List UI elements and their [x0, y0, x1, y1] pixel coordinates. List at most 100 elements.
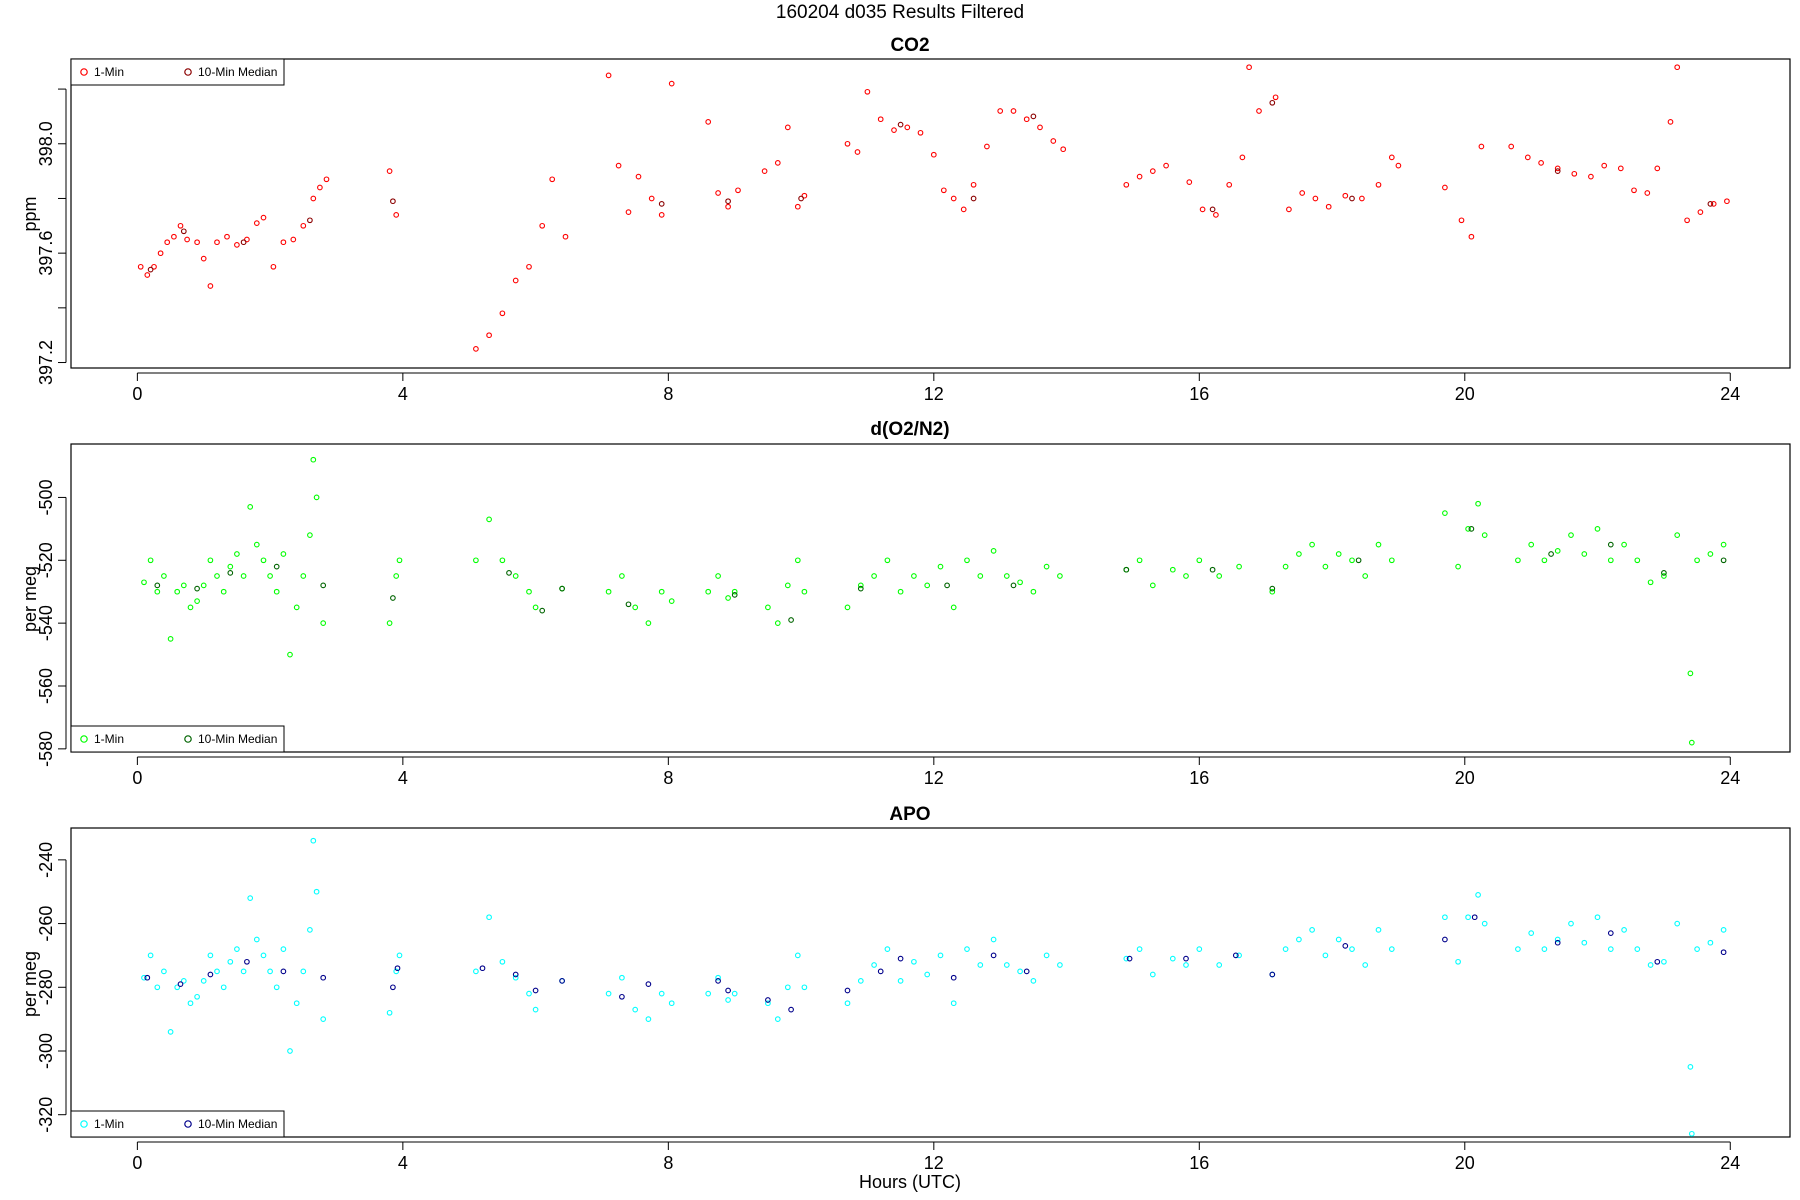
- o2n2-median-point: [1269, 585, 1276, 592]
- apo-median-point: [788, 1006, 794, 1013]
- apo-one-min-point: [1183, 962, 1189, 968]
- co2-one-min-point: [393, 212, 400, 218]
- co2-one-min-point: [864, 88, 871, 95]
- co2-one-min-point: [499, 310, 506, 317]
- apo-one-min-point: [207, 952, 214, 959]
- o2n2-one-min-point: [897, 588, 904, 595]
- o2n2-one-min-point: [937, 563, 944, 570]
- o2n2-median-point: [857, 585, 864, 592]
- co2-one-min-point: [473, 346, 479, 352]
- o2n2-one-min-point: [526, 588, 532, 595]
- apo-one-min-point: [1581, 939, 1588, 946]
- co2-one-min-point: [1010, 108, 1017, 114]
- apo-one-min-point: [287, 1048, 293, 1054]
- o2n2-median-point: [788, 617, 794, 623]
- o2n2-one-min-point: [658, 588, 665, 595]
- co2-one-min-point: [970, 181, 977, 188]
- apo-one-min-point: [1282, 946, 1289, 952]
- apo-one-min-point: [499, 958, 506, 965]
- co2-one-min-point: [300, 222, 307, 229]
- o2n2-one-min-point: [293, 604, 300, 611]
- co2-one-min-point: [1442, 184, 1448, 191]
- apo-y-tick-label: -260: [36, 906, 56, 942]
- o2n2-one-min-point: [884, 557, 891, 564]
- o2n2-one-min-point: [1554, 548, 1561, 554]
- co2-one-min-point: [1458, 217, 1465, 224]
- o2n2-median-point: [625, 601, 632, 608]
- apo-one-min-point: [884, 946, 891, 952]
- apo-one-min-point: [784, 984, 791, 991]
- apo-one-min-point: [977, 962, 984, 968]
- o2n2-one-min-point: [1481, 532, 1488, 538]
- apo-one-min-point: [1475, 892, 1481, 898]
- apo-legend-1min-marker: [80, 1120, 88, 1128]
- o2n2-y-tick-label: -580: [36, 731, 56, 767]
- co2-one-min-point: [1654, 165, 1661, 172]
- co2-one-min-point: [1272, 94, 1279, 101]
- apo-one-min-point: [1607, 946, 1614, 952]
- co2-one-min-point: [171, 233, 177, 240]
- o2n2-one-min-point: [1720, 541, 1727, 548]
- co2-one-min-point: [950, 195, 957, 202]
- co2-one-min-point: [1136, 173, 1143, 180]
- apo-one-min-point: [1634, 946, 1641, 952]
- co2-median-point: [147, 266, 154, 273]
- co2-one-min-point: [137, 263, 144, 270]
- apo-one-min-point: [234, 946, 240, 952]
- o2n2-one-min-point: [532, 604, 539, 611]
- co2-one-min-point: [317, 184, 323, 191]
- o2n2-one-min-point: [1594, 526, 1601, 532]
- apo-one-min-point: [320, 1016, 327, 1022]
- co2-one-min-point: [774, 160, 781, 166]
- o2n2-one-min-point: [247, 504, 254, 510]
- apo-one-min-point: [1123, 955, 1130, 962]
- o2n2-median-point: [731, 592, 738, 598]
- co2-median-point: [180, 228, 187, 235]
- apo-one-min-point: [174, 984, 181, 991]
- o2n2-one-min-point: [386, 620, 393, 626]
- o2n2-one-min-point: [1296, 551, 1302, 557]
- co2-one-min-point: [784, 124, 791, 131]
- co2-median-point: [970, 195, 977, 202]
- o2n2-one-min-point: [273, 588, 280, 595]
- apo-one-min-point: [765, 1000, 771, 1007]
- apo-one-min-point: [1720, 927, 1727, 933]
- o2n2-y-tick-label: -540: [36, 605, 56, 641]
- apo-median-point: [479, 965, 486, 972]
- o2n2-one-min-point: [1375, 541, 1382, 548]
- apo-one-min-point: [705, 990, 712, 997]
- apo-one-min-point: [1296, 936, 1302, 943]
- co2-one-min-point: [930, 151, 937, 158]
- co2-one-min-point: [562, 233, 569, 240]
- o2n2-one-min-point: [1674, 532, 1681, 538]
- co2-one-min-point: [1395, 162, 1402, 169]
- apo-one-min-point: [187, 1000, 194, 1007]
- o2n2-one-min-point: [990, 548, 997, 554]
- co2-one-min-point: [1050, 138, 1057, 144]
- apo-one-min-point: [1694, 946, 1700, 952]
- apo-one-min-point: [1136, 946, 1143, 952]
- apo-one-min-point: [1388, 946, 1395, 952]
- co2-one-min-point: [1644, 190, 1651, 196]
- o2n2-one-min-point: [512, 573, 519, 579]
- o2n2-one-min-point: [715, 573, 721, 579]
- o2n2-one-min-point: [161, 573, 167, 579]
- co2-plot-frame: [70, 58, 1791, 369]
- co2-y-tick-label: 397.6: [36, 231, 56, 276]
- x-axis-label: Hours (UTC): [859, 1172, 961, 1192]
- apo-one-min-point: [1554, 936, 1561, 943]
- o2n2-one-min-point: [310, 456, 317, 463]
- o2n2-one-min-point: [486, 516, 492, 523]
- co2-median-point: [1554, 168, 1561, 174]
- co2-one-min-point: [549, 176, 556, 183]
- apo-median-point: [715, 978, 721, 984]
- apo-one-min-point: [1661, 958, 1667, 965]
- o2n2-median-point: [194, 585, 200, 592]
- o2n2-one-min-point: [1634, 557, 1641, 564]
- co2-one-min-point: [386, 168, 393, 174]
- o2n2-one-min-point: [187, 604, 194, 611]
- co2-one-min-point: [658, 212, 665, 218]
- o2n2-one-min-point: [632, 604, 639, 611]
- co2-one-min-point: [1710, 201, 1717, 207]
- co2-one-min-point: [214, 239, 220, 246]
